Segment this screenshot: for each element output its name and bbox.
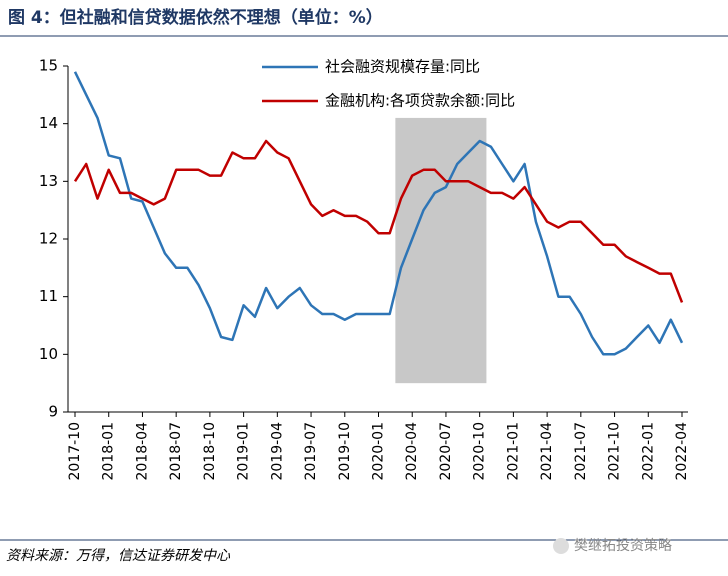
x-tick-label: 2018-01 <box>101 422 117 481</box>
watermark-icon <box>553 538 569 554</box>
y-tick-label: 12 <box>39 230 58 248</box>
x-tick-label: 2019-07 <box>303 422 319 481</box>
x-tick-label: 2021-01 <box>505 422 521 481</box>
y-tick-label: 13 <box>39 172 58 190</box>
series-line <box>73 71 684 356</box>
x-tick-label: 2021-07 <box>573 422 589 481</box>
x-tick-label: 2020-07 <box>438 422 454 481</box>
x-tick-label: 2018-07 <box>168 422 184 481</box>
legend-label: 社会融资规模存量:同比 <box>325 58 480 76</box>
chart-title: 图 4：但社融和信贷数据依然不理想（单位：%） <box>8 7 383 28</box>
x-tick-label: 2022-04 <box>674 422 690 481</box>
x-tick-label: 2020-04 <box>404 422 420 481</box>
x-tick-label: 2018-04 <box>134 422 150 481</box>
x-tick-label: 2021-10 <box>607 422 623 481</box>
x-tick-label: 2019-10 <box>337 422 353 481</box>
x-tick-label: 2020-10 <box>472 422 488 481</box>
x-tick-label: 2019-04 <box>269 422 285 481</box>
shaded-region <box>395 117 487 384</box>
x-tick-label: 2019-01 <box>236 422 252 481</box>
x-tick-label: 2017-10 <box>67 422 83 481</box>
y-tick-label: 14 <box>39 114 58 132</box>
y-tick-label: 10 <box>39 345 58 363</box>
x-tick-label: 2020-01 <box>371 422 387 481</box>
y-tick-label: 9 <box>48 403 58 421</box>
y-tick-label: 15 <box>39 57 58 75</box>
watermark: 樊继拓投资策略 <box>574 537 672 554</box>
x-tick-label: 2022-01 <box>640 422 656 481</box>
x-tick-label: 2018-10 <box>202 422 218 481</box>
source: 资料来源：万得，信达证券研发中心 <box>6 548 231 564</box>
legend-label: 金融机构:各项贷款余额:同比 <box>325 92 515 110</box>
y-tick-label: 11 <box>39 287 58 305</box>
x-tick-label: 2021-04 <box>539 422 555 481</box>
series-line <box>73 139 684 303</box>
